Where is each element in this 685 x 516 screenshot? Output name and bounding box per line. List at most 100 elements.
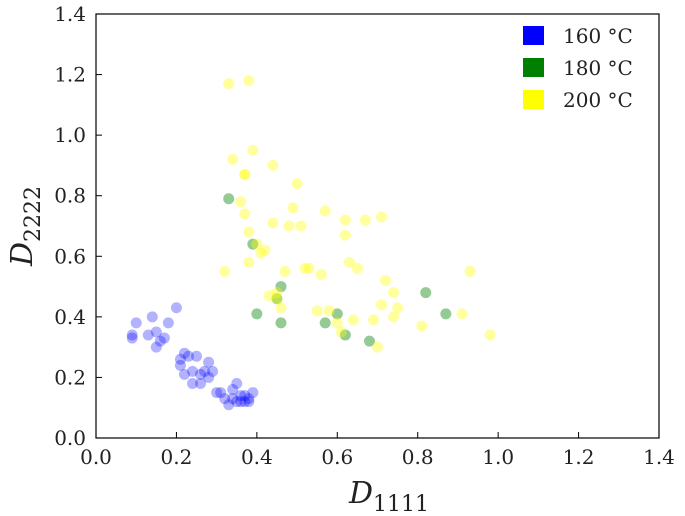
data-point [130, 317, 142, 329]
data-point [227, 393, 239, 405]
data-point [170, 302, 182, 314]
x-tick-label: 1.2 [563, 445, 595, 469]
data-point [211, 387, 223, 399]
data-point [239, 390, 251, 402]
data-point [142, 329, 154, 341]
data-point [271, 287, 283, 299]
y-tick-label: 0.0 [54, 426, 86, 450]
data-point [162, 317, 174, 329]
data-point [359, 214, 371, 226]
data-point [299, 262, 311, 274]
y-axis-label-subscript: 2222 [21, 186, 46, 242]
data-point [243, 396, 255, 408]
x-tick-label: 0.6 [321, 445, 353, 469]
x-tick-label: 0.2 [161, 445, 193, 469]
y-tick-label: 1.4 [54, 2, 86, 26]
data-point [291, 178, 303, 190]
data-point [239, 169, 251, 181]
legend-swatch-180 [523, 58, 544, 77]
legend-label-180: 180 °C [563, 56, 633, 80]
data-point [275, 317, 287, 329]
data-point [416, 320, 428, 332]
data-point [223, 193, 235, 205]
y-axis-label: D2222 [5, 186, 46, 267]
data-point [251, 308, 263, 320]
data-point [231, 377, 243, 389]
data-point [126, 332, 138, 344]
data-point [279, 265, 291, 277]
data-point [239, 208, 251, 220]
data-point [392, 302, 404, 314]
data-point [203, 356, 215, 368]
x-axis-label-main: D [348, 476, 373, 511]
data-point [339, 214, 351, 226]
data-point [150, 341, 162, 353]
data-point [259, 244, 271, 256]
data-point [315, 268, 327, 280]
data-point [223, 399, 235, 411]
data-point [247, 238, 259, 250]
data-point [303, 262, 315, 274]
data-point [174, 353, 186, 365]
legend-swatch-160 [523, 26, 544, 45]
plot-background [96, 14, 659, 438]
legend: 160 °C 180 °C 200 °C [523, 24, 633, 112]
x-axis-label: D1111 [348, 476, 429, 511]
data-point [275, 302, 287, 314]
y-tick-label: 0.2 [54, 365, 86, 389]
data-point [239, 396, 251, 408]
y-tick-label: 0.4 [54, 305, 86, 329]
data-point [235, 390, 247, 402]
data-point [339, 229, 351, 241]
data-point [484, 329, 496, 341]
data-point [287, 202, 299, 214]
data-point [182, 350, 194, 362]
data-point [195, 368, 207, 380]
data-point [227, 384, 239, 396]
data-point [231, 396, 243, 408]
data-point [187, 365, 199, 377]
data-point [150, 326, 162, 338]
data-point [380, 275, 392, 287]
x-tick-label: 0.8 [402, 445, 434, 469]
data-point [388, 287, 400, 299]
x-axis-label-subscript: 1111 [373, 492, 429, 511]
data-point [263, 290, 275, 302]
series-1 [126, 302, 259, 411]
data-point [187, 377, 199, 389]
series-3 [219, 75, 496, 353]
data-point [191, 350, 203, 362]
data-point [464, 265, 476, 277]
data-point [323, 305, 335, 317]
data-point [343, 256, 355, 268]
x-tick-label: 1.0 [482, 445, 514, 469]
y-tick-label: 0.6 [54, 244, 86, 268]
data-point [251, 238, 263, 250]
data-point [295, 220, 307, 232]
data-point [235, 396, 247, 408]
data-point [331, 317, 343, 329]
y-tick-label: 1.2 [54, 63, 86, 87]
data-point [219, 393, 231, 405]
data-point [199, 365, 211, 377]
data-point [376, 299, 388, 311]
data-point [339, 329, 351, 341]
points-group [126, 75, 496, 411]
data-point [335, 326, 347, 338]
data-point [367, 314, 379, 326]
y-tick-label: 0.8 [54, 184, 86, 208]
data-point [219, 265, 231, 277]
data-point [227, 153, 239, 165]
data-point [243, 75, 255, 87]
data-point [243, 393, 255, 405]
data-point [215, 387, 227, 399]
data-point [456, 308, 468, 320]
data-point [158, 332, 170, 344]
data-point [376, 211, 388, 223]
data-point [154, 335, 166, 347]
data-point [243, 256, 255, 268]
data-point [223, 78, 235, 90]
data-point [247, 144, 259, 156]
data-point [311, 305, 323, 317]
